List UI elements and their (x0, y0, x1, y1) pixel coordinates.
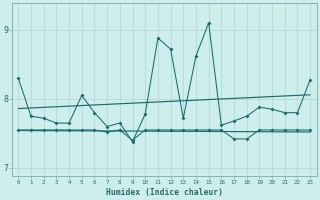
X-axis label: Humidex (Indice chaleur): Humidex (Indice chaleur) (106, 188, 223, 197)
